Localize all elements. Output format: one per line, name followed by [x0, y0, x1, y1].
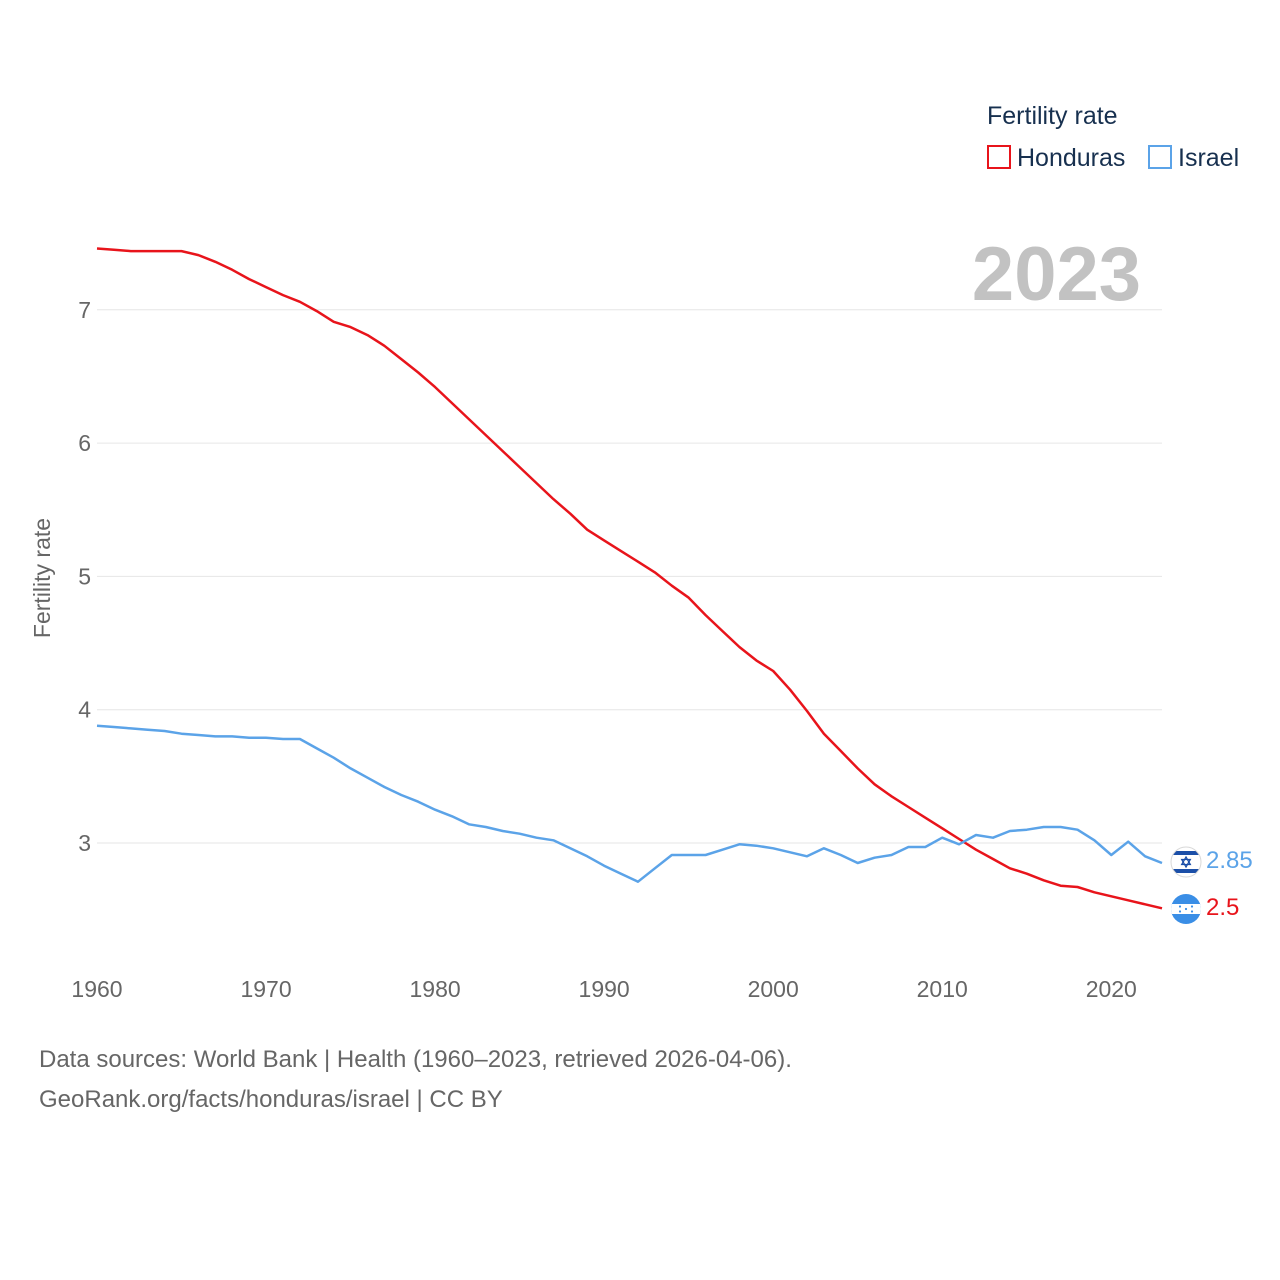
series-line-honduras[interactable] [96, 247, 1163, 910]
source-line-1: Data sources: World Bank | Health (1960–… [39, 1046, 792, 1073]
x-tick-label: 2010 [917, 976, 968, 1002]
israel-flag-icon [1170, 846, 1202, 878]
x-tick-label: 2020 [1086, 976, 1137, 1002]
legend-swatch-israel[interactable] [1148, 145, 1172, 169]
x-tick-label: 1990 [579, 976, 630, 1002]
x-tick-label: 1980 [410, 976, 461, 1002]
x-tick-label: 1970 [240, 976, 291, 1002]
x-tick-label: 2000 [748, 976, 799, 1002]
year-label: 2023 [972, 232, 1141, 317]
series-line-israel[interactable] [96, 724, 1163, 883]
y-tick-label: 5 [78, 563, 91, 589]
y-tick-label: 4 [78, 697, 91, 723]
legend-title: Fertility rate [987, 102, 1118, 130]
legend-label-israel[interactable]: Israel [1178, 144, 1239, 172]
y-tick-label: 7 [78, 297, 91, 323]
series-lines [96, 247, 1163, 910]
source-line-2[interactable]: GeoRank.org/facts/honduras/israel | CC B… [39, 1086, 503, 1113]
x-tick-label: 1960 [71, 976, 122, 1002]
axes: 3 4 5 6 7 1960 1970 1980 1990 2000 2010 2020 [71, 297, 1136, 1002]
honduras-end-value: 2.5 [1206, 894, 1239, 921]
y-axis-title: Fertility rate [29, 518, 55, 638]
legend: Fertility rate Honduras Israel [987, 102, 1239, 172]
legend-label-honduras[interactable]: Honduras [1017, 144, 1125, 172]
israel-end-value: 2.85 [1206, 847, 1253, 874]
gridlines [97, 309, 1162, 844]
honduras-flag-icon [1171, 894, 1201, 924]
legend-swatch-honduras[interactable] [987, 145, 1011, 169]
y-tick-label: 3 [78, 830, 91, 856]
y-tick-label: 6 [78, 430, 91, 456]
